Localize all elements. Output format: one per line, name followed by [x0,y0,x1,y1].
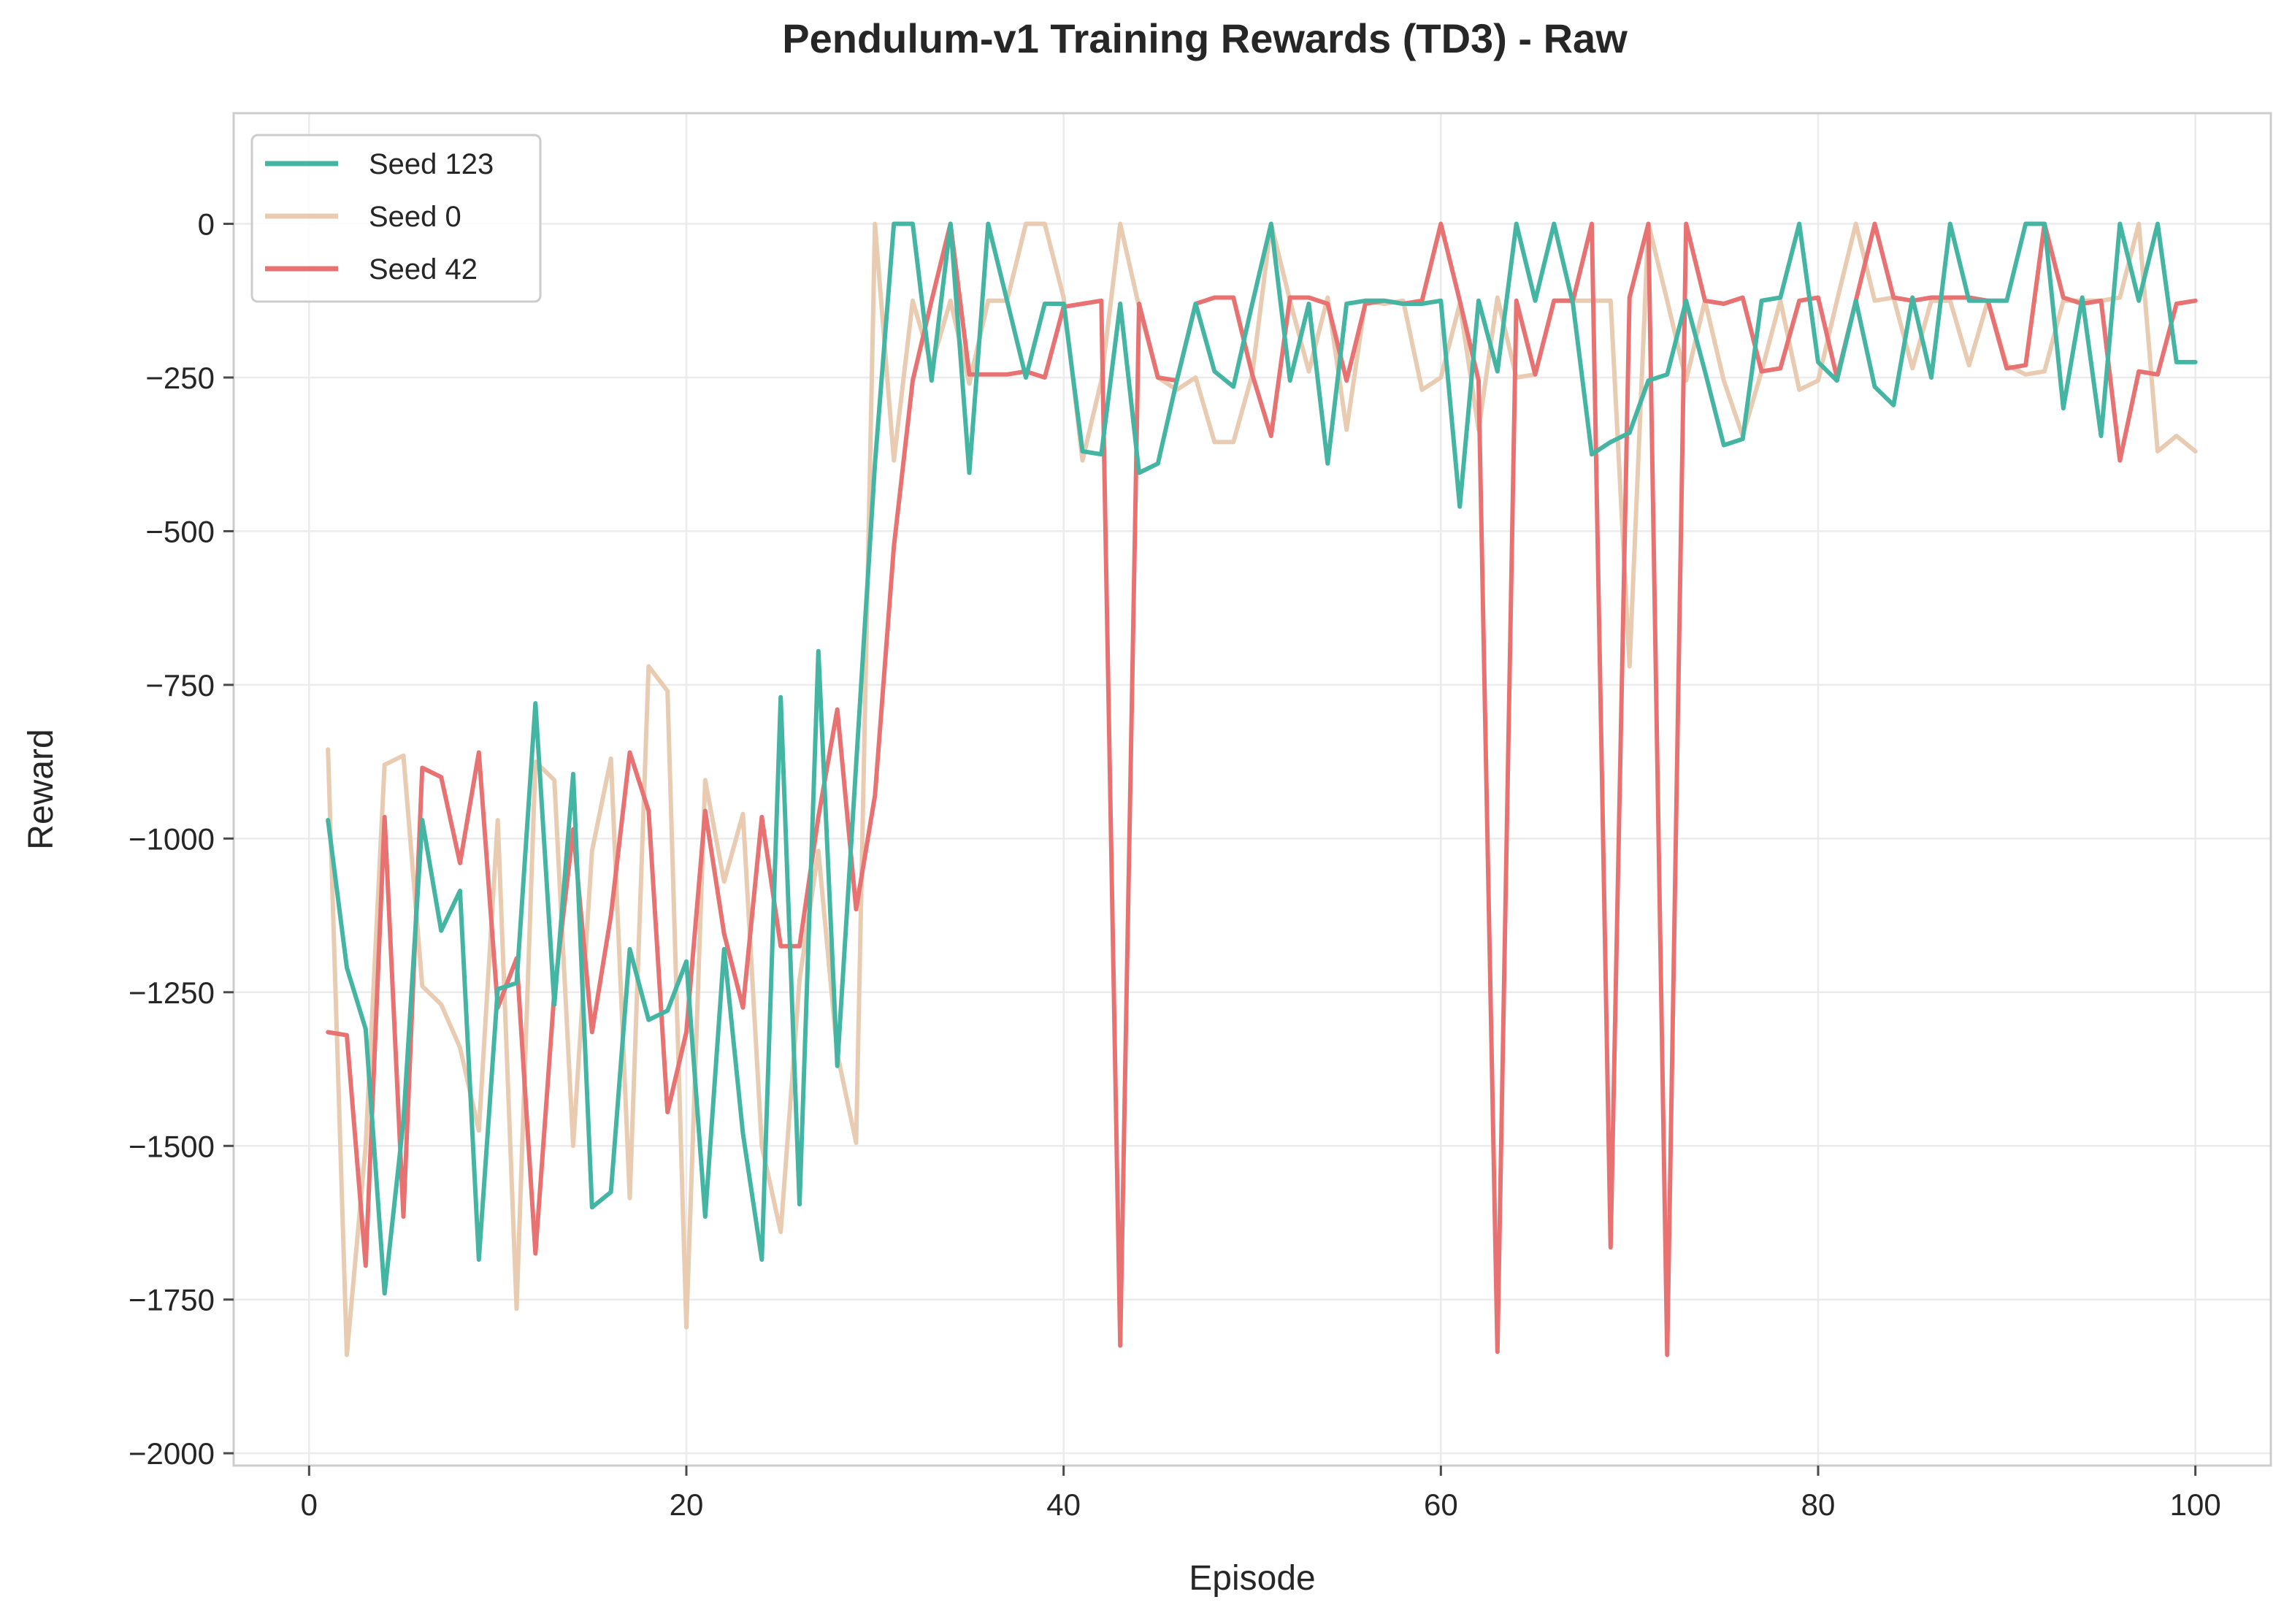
legend-label: Seed 42 [369,253,478,286]
y-tick-label: −250 [145,361,215,395]
y-tick-label: −1750 [129,1283,215,1317]
legend-box [250,134,542,303]
grid-lines [234,113,2271,1466]
y-tick-label: −500 [145,514,215,548]
y-tick-label: 0 [198,207,215,242]
x-tick-label: 60 [1424,1487,1458,1522]
plot-area-frame [232,112,2272,1467]
series-line-seed-0 [326,221,2198,1357]
x-axis-label: Episode [1189,1559,1315,1598]
chart-title: Pendulum-v1 Training Rewards (TD3) - Raw [782,15,1628,61]
y-tick-label: −1250 [129,976,215,1010]
series-lines [326,221,2198,1357]
y-tick-label: −1000 [129,821,215,856]
y-tick-label: −2000 [129,1436,215,1471]
series-line-seed-42 [326,221,2198,1357]
x-tick-label: 0 [301,1487,318,1522]
x-tick-label: 40 [1046,1487,1081,1522]
x-tick-label: 100 [2170,1487,2221,1522]
series-line-seed-123 [326,221,2198,1296]
x-tick-label: 20 [670,1487,704,1522]
y-axis-label: Reward [22,729,61,849]
legend: Seed 123 Seed 0 Seed 42 [250,134,542,303]
y-tick-label: −1500 [129,1129,215,1163]
axis-ticks: 0 20 40 60 80 100 0 −250 −500 −750 −1000 −1250 −1500… [129,207,2221,1522]
legend-label: Seed 123 [369,148,494,180]
legend-label: Seed 0 [369,201,461,233]
y-tick-label: −750 [145,668,215,702]
x-tick-label: 80 [1801,1487,1836,1522]
